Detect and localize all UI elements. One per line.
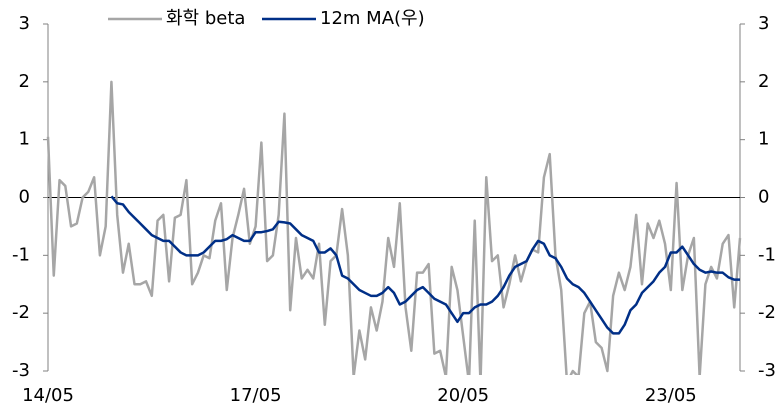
series-line	[46, 80, 742, 375]
y2-tick-label: -1	[758, 244, 776, 265]
y2-tick-label: 2	[758, 71, 769, 92]
y2-tick-label: 1	[758, 129, 769, 150]
series-line	[110, 195, 740, 335]
y-tick-label: -2	[12, 302, 30, 323]
legend-label: 화학 beta	[166, 8, 245, 29]
x-tick-label: 17/05	[230, 385, 282, 406]
y-tick-label: 1	[19, 129, 30, 150]
y-tick-label: 2	[19, 71, 30, 92]
y2-tick-label: 0	[758, 187, 769, 208]
y-tick-label: -3	[12, 360, 30, 381]
y2-tick-label: 3	[758, 13, 769, 34]
y2-tick-label: -3	[758, 360, 776, 381]
x-tick-label: 23/05	[645, 385, 697, 406]
y-tick-label: 0	[19, 187, 30, 208]
legend-label: 12m MA(우)	[320, 8, 425, 29]
x-tick-label: 20/05	[437, 385, 489, 406]
y-tick-label: 3	[19, 13, 30, 34]
y-tick-label: -1	[12, 244, 30, 265]
y2-tick-label: -2	[758, 302, 776, 323]
x-tick-label: 14/05	[22, 385, 74, 406]
